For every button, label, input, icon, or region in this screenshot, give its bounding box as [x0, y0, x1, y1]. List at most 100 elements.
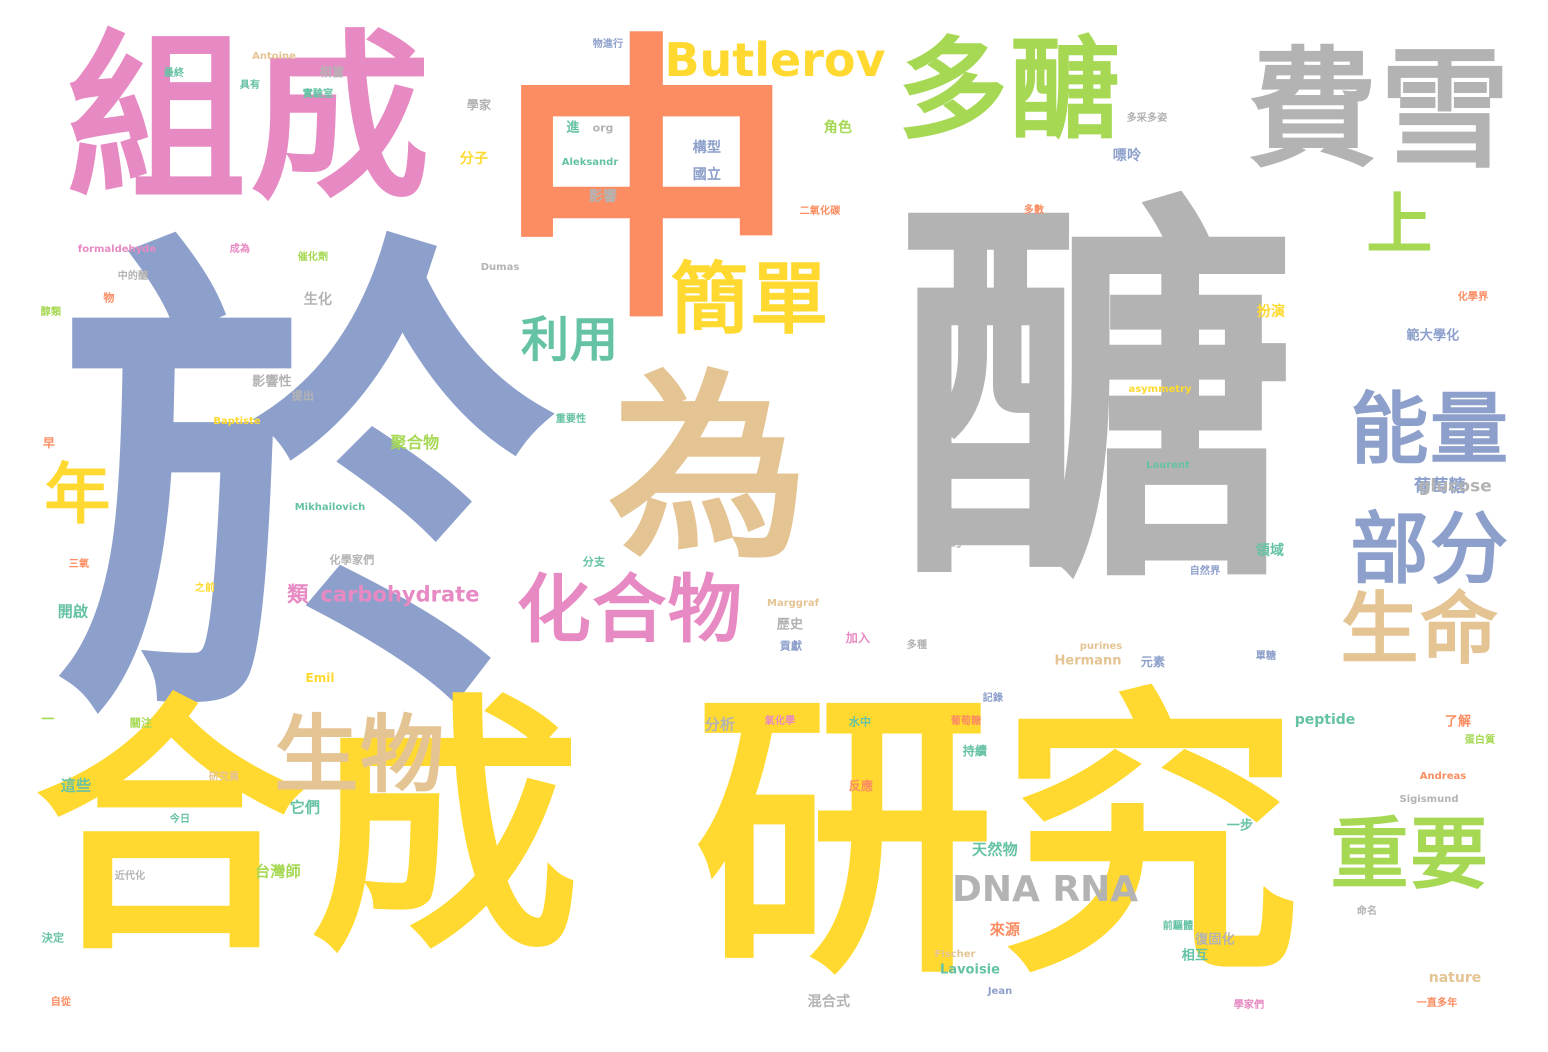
cloud-word: 了解: [1444, 714, 1472, 730]
cloud-word: Sigismund: [1399, 794, 1459, 805]
cloud-word: 多種: [906, 640, 928, 651]
cloud-word: 多采多姿: [1126, 113, 1168, 124]
cloud-word: 於: [55, 199, 565, 781]
cloud-word: 具有: [239, 80, 261, 91]
cloud-word: 一步: [1226, 818, 1254, 834]
cloud-word: Lavoisie: [940, 962, 1000, 978]
cloud-word: 利用: [521, 312, 619, 368]
cloud-word: Hermann: [1054, 653, 1122, 669]
cloud-word: 成為: [229, 244, 251, 255]
cloud-word: glucose: [1418, 476, 1492, 497]
cloud-word: 這些: [60, 776, 92, 795]
cloud-word: 一直多年: [1416, 998, 1458, 1009]
cloud-word: 角色: [823, 120, 853, 136]
cloud-word: 早: [42, 436, 56, 450]
cloud-word: 中: [497, 10, 803, 359]
cloud-word: 為: [607, 353, 813, 586]
cloud-word: peptide: [1294, 712, 1356, 728]
cloud-word: 物進行: [592, 39, 624, 50]
cloud-word: 一: [41, 712, 55, 728]
cloud-word: 能量: [1350, 385, 1510, 475]
cloud-word: 化學界: [1457, 292, 1489, 303]
cloud-word: 葡萄糖: [1413, 476, 1467, 497]
cloud-word: 來源: [989, 920, 1021, 939]
cloud-word: 多醣: [897, 26, 1123, 154]
cloud-word: 學家們: [1233, 1000, 1265, 1011]
cloud-word: 類的: [935, 535, 963, 551]
cloud-word: 最終: [163, 68, 185, 79]
cloud-word: 簡單: [670, 255, 830, 345]
cloud-word: 實驗室: [302, 89, 334, 100]
cloud-word: 分支: [582, 555, 606, 569]
cloud-word: 化學家們: [329, 553, 375, 567]
cloud-word: Baptiste: [213, 416, 261, 427]
cloud-word: 聚合物: [390, 433, 440, 452]
cloud-word: Antoine: [252, 51, 296, 62]
cloud-word: 它們: [289, 798, 321, 817]
cloud-word: 學家: [466, 98, 492, 112]
cloud-word: 生化: [303, 292, 333, 308]
cloud-word: 物: [103, 291, 115, 305]
cloud-word: 研究: [694, 665, 1306, 1014]
cloud-word: 貢獻: [779, 639, 803, 653]
cloud-word: 開啟: [57, 602, 89, 621]
cloud-word: 多數: [1023, 205, 1045, 216]
cloud-word: 組成: [66, 15, 434, 224]
cloud-word: Marggraf: [767, 598, 819, 609]
cloud-word: 葡萄糖: [950, 716, 982, 727]
cloud-word: nature: [1428, 970, 1482, 986]
cloud-word: 研究員: [208, 772, 240, 783]
cloud-word: 自從: [50, 997, 72, 1008]
cloud-word: 近代化: [114, 871, 146, 882]
cloud-word: 影響性: [252, 374, 292, 390]
cloud-word: Laurent: [1146, 460, 1190, 471]
cloud-word: 範大學化: [1406, 328, 1460, 344]
cloud-word: 之前: [194, 583, 216, 594]
cloud-word: 二氧化碳: [799, 206, 841, 217]
cloud-word: purines: [1079, 641, 1123, 652]
cloud-word: 類: [287, 582, 309, 607]
cloud-word: 分子: [459, 151, 489, 167]
cloud-word: 構型: [692, 140, 722, 156]
cloud-word: 前驅體: [1162, 921, 1194, 932]
cloud-word: 加入: [845, 631, 871, 645]
cloud-word: 扮演: [1256, 304, 1286, 320]
cloud-word: 相互: [1181, 948, 1209, 964]
cloud-word: Emil: [305, 671, 335, 685]
cloud-word: 三氧: [68, 559, 90, 570]
cloud-word: 分析: [704, 715, 736, 734]
cloud-word: 混合式: [807, 994, 851, 1010]
cloud-word: 進: [566, 120, 580, 136]
cloud-word: Butlerov: [664, 33, 886, 87]
cloud-word: 氣化學: [764, 716, 796, 727]
cloud-word: Aleksandr: [561, 157, 619, 168]
cloud-word: 自然界: [1189, 566, 1221, 577]
cloud-word: 醇類: [40, 307, 62, 318]
cloud-word: 持續: [962, 744, 988, 758]
cloud-word: Jean: [987, 986, 1013, 997]
cloud-word: Dumas: [480, 262, 520, 273]
cloud-word: 歷史: [776, 617, 804, 633]
cloud-word: 相當: [319, 65, 345, 79]
cloud-word: asymmetry: [1128, 384, 1192, 395]
cloud-word: 水中: [848, 715, 872, 729]
cloud-word: 今日: [169, 814, 191, 825]
cloud-word: 合成: [34, 672, 586, 987]
cloud-word: org: [592, 121, 614, 135]
cloud-word: 元素: [1140, 655, 1166, 669]
cloud-word: 反應: [848, 779, 874, 793]
cloud-word: 天然物: [972, 840, 1018, 859]
cloud-word: 生命: [1340, 585, 1500, 675]
cloud-word: 年代: [1092, 718, 1124, 737]
cloud-word: 國立: [692, 167, 722, 183]
cloud-word: 記錄: [982, 693, 1004, 704]
cloud-word: Andreas: [1419, 771, 1467, 782]
cloud-word: Mikhailovich: [294, 502, 366, 513]
cloud-word: 中的醣: [117, 271, 149, 282]
cloud-word: 費雪: [1247, 34, 1513, 186]
cloud-word: carbohydrate: [320, 582, 480, 607]
cloud-word: 生物: [274, 706, 446, 804]
cloud-word: DNA RNA: [951, 869, 1139, 910]
cloud-word: 上: [1366, 186, 1434, 263]
cloud-word: 領域: [1255, 543, 1285, 559]
